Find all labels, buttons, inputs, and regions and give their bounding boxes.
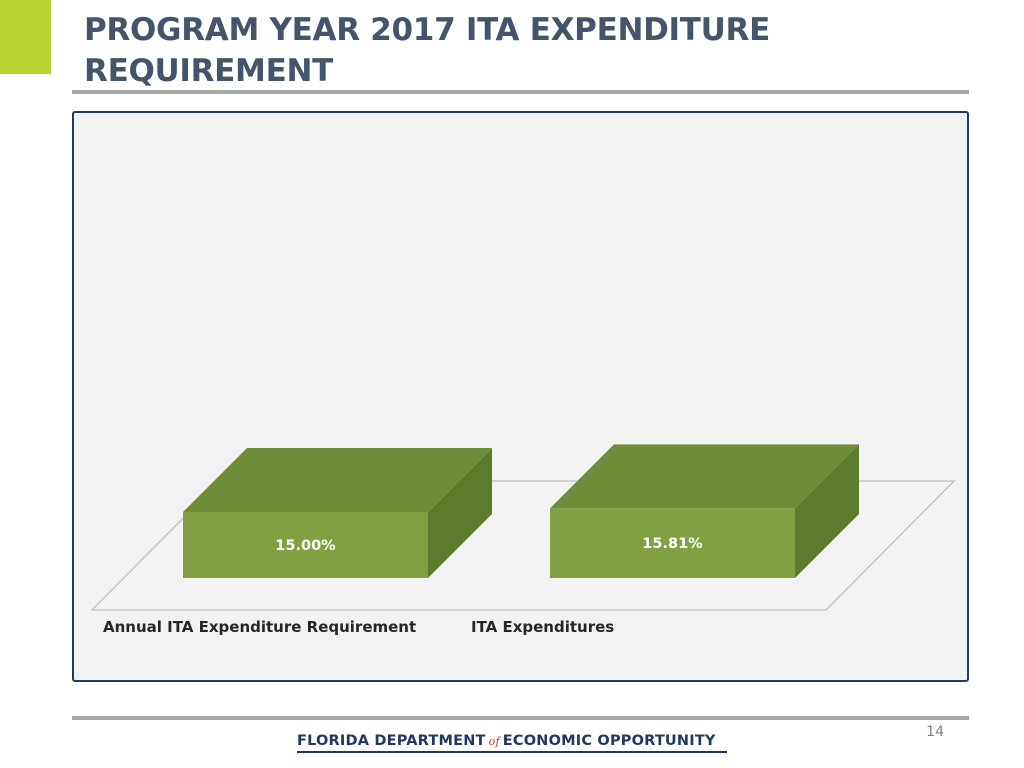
bar-top-2 xyxy=(550,444,859,509)
category-label-2: ITA Expenditures xyxy=(471,618,614,636)
page-number: 14 xyxy=(926,724,944,740)
data-label-1: 15.00% xyxy=(275,538,336,554)
agency-logo: FLORIDA DEPARTMENT of ECONOMIC OPPORTUNITY xyxy=(297,733,716,749)
logo-text-of: of xyxy=(488,735,500,748)
bar-2 xyxy=(550,508,795,578)
bar-top-1 xyxy=(183,448,492,512)
data-label-2: 15.81% xyxy=(642,536,703,552)
title-divider xyxy=(72,90,969,94)
bar-side-2 xyxy=(795,444,859,578)
logo-underline xyxy=(297,751,727,753)
accent-block xyxy=(0,0,51,74)
slide-title: PROGRAM YEAR 2017 ITA EXPENDITURE REQUIR… xyxy=(84,12,770,89)
logo-text-part2: ECONOMIC OPPORTUNITY xyxy=(502,733,716,749)
footer-divider xyxy=(72,716,969,720)
chart-floor xyxy=(90,480,956,611)
bar-chart: 15.00% Annual ITA Expenditure Requirement… xyxy=(90,444,956,636)
chart-frame: 15.00% Annual ITA Expenditure Requirement… xyxy=(72,111,969,682)
bar-side-1 xyxy=(428,448,492,578)
category-label-1: Annual ITA Expenditure Requirement xyxy=(103,618,416,636)
bar-1 xyxy=(183,512,428,578)
logo-text-part1: FLORIDA DEPARTMENT xyxy=(297,733,486,749)
